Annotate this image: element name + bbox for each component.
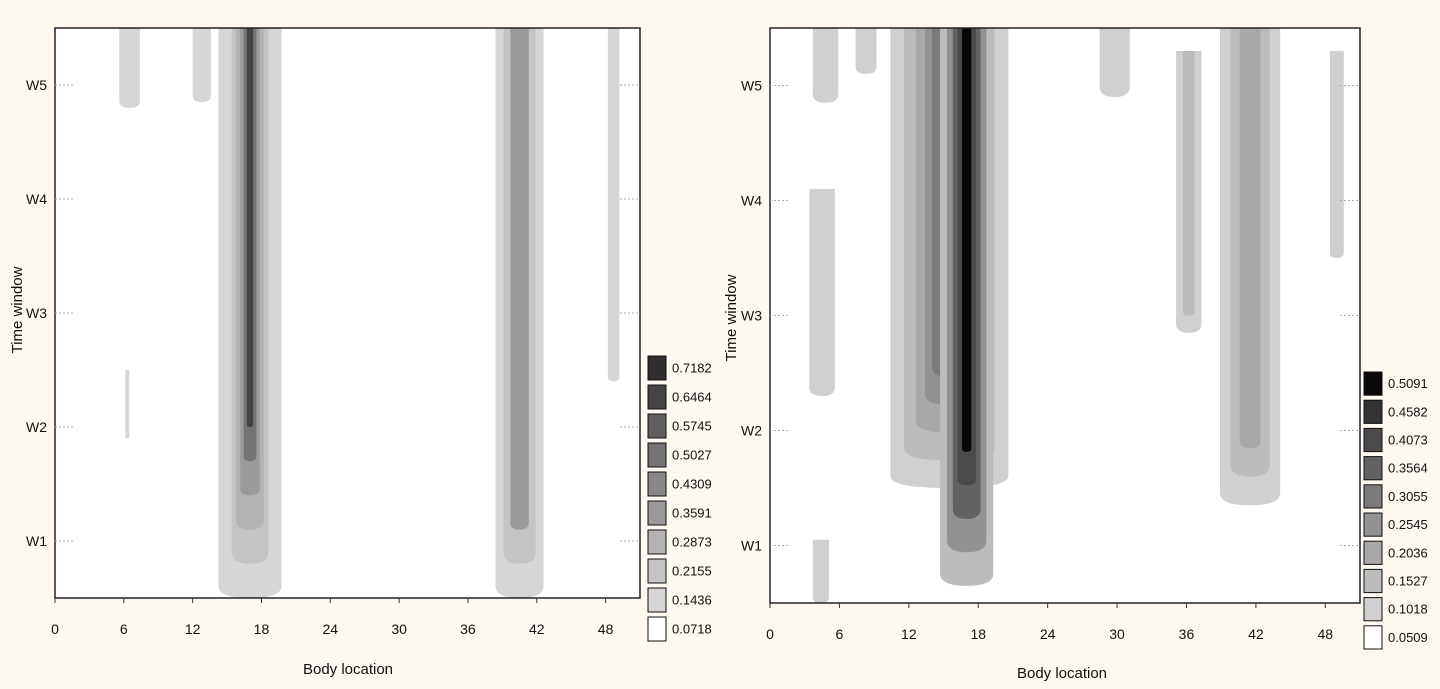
legend-label: 0.5027 <box>672 448 712 463</box>
contour-band <box>1099 28 1130 97</box>
legend-label: 0.3055 <box>1388 489 1428 504</box>
legend-swatch <box>647 500 667 526</box>
legend-swatch <box>647 558 667 584</box>
legend-swatch <box>1363 540 1383 565</box>
legend-swatch <box>647 384 667 410</box>
x-tick-label: 6 <box>836 626 844 642</box>
x-ticks: 0 6 12 18 24 30 36 42 48 <box>51 598 614 637</box>
contour-band <box>192 28 211 103</box>
contour-band <box>510 28 529 530</box>
legend-swatch <box>647 587 667 613</box>
legend-label: 0.7182 <box>672 361 712 376</box>
y-tick-label: W2 <box>26 419 47 435</box>
x-tick-label: 30 <box>1109 626 1125 642</box>
legend-label: 0.2545 <box>1388 517 1428 532</box>
contour-band <box>119 28 140 108</box>
x-tick-label: 42 <box>529 621 545 637</box>
legend-label: 0.2036 <box>1388 545 1428 560</box>
legend-swatch <box>1363 568 1383 594</box>
plot-area <box>54 27 641 599</box>
x-tick-label: 12 <box>901 626 917 642</box>
x-tick-label: 6 <box>120 621 128 637</box>
legend-label: 0.2155 <box>672 564 712 579</box>
x-tick-label: 30 <box>391 621 407 637</box>
legend-swatch <box>1363 399 1383 424</box>
plot-background <box>55 28 640 598</box>
contour-band <box>962 28 972 452</box>
plot-area <box>769 27 1361 604</box>
legend-swatch <box>647 442 667 468</box>
contour-band <box>1329 51 1344 258</box>
y-axis-title: Time window <box>9 266 26 353</box>
y-tick-label: W5 <box>741 78 762 94</box>
legend-label: 0.3591 <box>672 506 712 521</box>
x-tick-label: 48 <box>1318 626 1334 642</box>
y-tick-label: W5 <box>26 77 47 93</box>
x-tick-label: 42 <box>1248 626 1264 642</box>
legend-label: 0.3564 <box>1388 461 1428 476</box>
legend-swatch <box>647 471 667 497</box>
contour-band <box>812 28 839 103</box>
legend-swatch <box>1363 371 1383 396</box>
y-tick-label: W4 <box>741 193 762 209</box>
legend-swatch <box>1363 512 1383 537</box>
legend-swatch <box>1363 456 1383 481</box>
y-tick-label: W3 <box>741 308 762 324</box>
legend-label: 0.0718 <box>672 622 712 637</box>
contour-band <box>246 28 254 427</box>
y-axis-title: Time window <box>723 274 740 361</box>
legend-label: 0.4582 <box>1388 404 1428 419</box>
y-ticks: W1 W2 W3 W4 W5 <box>741 78 1360 554</box>
x-axis-title: Body location <box>1017 665 1107 682</box>
legend-label: 0.0509 <box>1388 630 1428 645</box>
x-tick-label: 18 <box>254 621 270 637</box>
x-tick-label: 24 <box>323 621 339 637</box>
x-tick-label: 48 <box>598 621 614 637</box>
legend: 0.7182 0.6464 0.5745 0.5027 0.4309 0.3591 0.28… <box>647 355 712 642</box>
legend-swatch <box>647 355 667 381</box>
legend: 0.5091 0.4582 0.4073 0.3564 0.3055 0.2545 0.20… <box>1363 371 1428 650</box>
legend-swatch <box>647 413 667 439</box>
legend-label: 0.4309 <box>672 477 712 492</box>
legend-label: 0.4073 <box>1388 433 1428 448</box>
legend-label: 0.1018 <box>1388 602 1428 617</box>
contour-band <box>809 189 835 396</box>
contour-band <box>855 28 877 74</box>
legend-label: 0.5745 <box>672 419 712 434</box>
legend-swatch <box>1363 597 1383 622</box>
legend-label: 0.6464 <box>672 390 712 405</box>
y-tick-label: W2 <box>741 423 762 439</box>
contour-band <box>812 539 829 603</box>
legend-swatch <box>1363 484 1383 509</box>
x-tick-label: 36 <box>460 621 476 637</box>
x-tick-label: 36 <box>1179 626 1195 642</box>
x-tick-label: 0 <box>51 621 59 637</box>
legend-label: 0.2873 <box>672 535 712 550</box>
y-tick-label: W1 <box>26 533 47 549</box>
contour-band <box>1183 51 1195 316</box>
contour-chart-left: 0 6 12 18 24 30 36 42 48 W1 W2 W3 W4 W5 Body locatio… <box>9 27 712 678</box>
contour-chart-right: 0 6 12 18 24 30 36 42 48 W1 W2 W3 W4 W5 Body locatio… <box>723 27 1428 682</box>
legend-swatch <box>1363 625 1383 650</box>
legend-label: 0.5091 <box>1388 376 1428 391</box>
y-ticks: W1 W2 W3 W4 W5 <box>26 77 640 549</box>
x-tick-label: 0 <box>766 626 774 642</box>
x-tick-label: 18 <box>970 626 986 642</box>
contour-band <box>1239 28 1261 448</box>
y-tick-label: W4 <box>26 191 47 207</box>
legend-swatch <box>647 616 667 642</box>
contour-band <box>607 28 620 382</box>
contour-band <box>125 370 130 439</box>
legend-swatch <box>1363 427 1383 453</box>
y-tick-label: W1 <box>741 538 762 554</box>
y-tick-label: W3 <box>26 305 47 321</box>
x-tick-label: 24 <box>1040 626 1056 642</box>
legend-label: 0.1436 <box>672 593 712 608</box>
legend-label: 0.1527 <box>1388 574 1428 589</box>
x-ticks: 0 6 12 18 24 30 36 42 48 <box>766 603 1333 642</box>
legend-swatch <box>647 529 667 555</box>
x-axis-title: Body location <box>303 661 393 678</box>
x-tick-label: 12 <box>185 621 201 637</box>
